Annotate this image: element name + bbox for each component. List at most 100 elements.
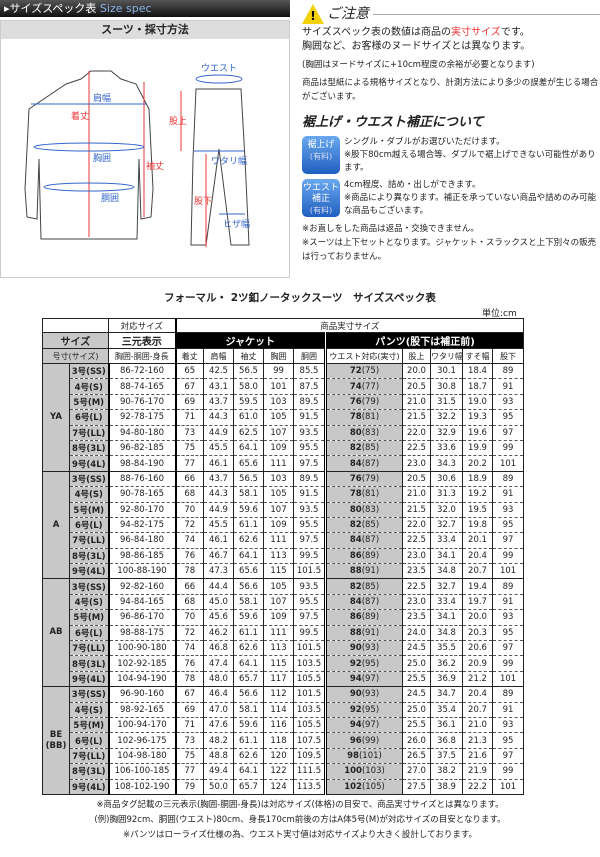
waist-value: 88 <box>349 627 362 638</box>
jacket-value: 101.5 <box>293 640 326 657</box>
pants-value: 25.0 <box>402 655 431 672</box>
pants-value: 20.1 <box>462 532 493 549</box>
waist-cell: 88(91) <box>324 563 403 580</box>
note-text: 4cm程度、詰め・出しができます。 <box>344 180 481 190</box>
section-header: ▸サイズスペック表 Size spec <box>0 0 290 17</box>
waist-cell: 100(103) <box>324 763 403 780</box>
jacket-value: 107.5 <box>293 732 326 749</box>
table-row: 7号(LL) 100-90-180 74 46.8 62.6 113 101.5 90(93)… <box>43 640 525 657</box>
header-actual: 商品実寸サイズ <box>174 318 525 333</box>
table-row: 4号(S) 98-92-165 69 47.0 58.1 114 103.5 92(95) 25… <box>43 701 525 718</box>
waist-value: 90 <box>349 689 362 700</box>
pants-value: 19.0 <box>462 393 493 411</box>
pants-value: 34.8 <box>430 563 463 580</box>
jacket-value: 73 <box>175 732 204 749</box>
footnote: ※パンツはローライズ仕様の為、ウエスト実寸値は対応サイズより大きく設計しておりま… <box>122 830 477 840</box>
waist-cell: 84(87) <box>324 455 403 472</box>
sangen-cell: 104-94-190 <box>108 670 177 688</box>
pants-value: 95 <box>491 624 525 642</box>
jacket-value: 46.2 <box>203 624 234 642</box>
pants-value: 21.9 <box>462 763 493 780</box>
pants-value: 22.0 <box>402 516 431 534</box>
waist-actual: (93) <box>361 689 380 700</box>
size-cell: 3号(SS) <box>69 686 110 703</box>
jacket-value: 61.1 <box>233 516 264 534</box>
waist-actual: (97) <box>361 720 380 731</box>
column-header: ウエスト対応(実寸) <box>324 348 403 364</box>
jacket-value: 44.9 <box>203 424 234 441</box>
jacket-value: 62.6 <box>233 640 264 657</box>
jacket-value: 44.4 <box>203 578 234 595</box>
footnote: ※商品タグ記載の三元表示(胸囲-胴囲-身長)は対応サイズ(体格)の目安で、商品実… <box>96 800 504 810</box>
pants-value: 101 <box>491 455 525 472</box>
jacket-value: 105.5 <box>293 716 326 734</box>
waist-value: 100 <box>344 766 362 777</box>
waist-value: 90 <box>349 643 362 654</box>
pants-value: 20.2 <box>462 455 493 472</box>
jacket-value: 61.1 <box>233 624 264 642</box>
pants-value: 35.5 <box>430 640 463 657</box>
jacket-value: 67 <box>175 378 204 395</box>
column-header: 袖丈 <box>233 348 264 364</box>
waist-cell: 80(83) <box>324 501 403 518</box>
pants-value: 23.0 <box>402 593 431 611</box>
pants-value: 24.5 <box>402 686 431 703</box>
jacket-value: 97.5 <box>293 609 326 626</box>
pants-value: 93 <box>491 716 525 734</box>
pants-value: 91 <box>491 378 525 395</box>
waist-cell: 98(101) <box>324 747 403 765</box>
sangen-cell: 96-90-160 <box>108 686 177 703</box>
waist-actual: (97) <box>361 674 380 684</box>
pants-value: 20.6 <box>462 640 493 657</box>
jacket-value: 66 <box>175 578 204 595</box>
waist-value: 84 <box>349 535 362 546</box>
jacket-value: 113 <box>263 640 294 657</box>
pants-value: 36.1 <box>430 716 463 734</box>
jacket-value: 105 <box>263 578 294 595</box>
pants-value: 97 <box>491 640 525 657</box>
pants-value: 19.5 <box>462 501 493 518</box>
waist-value: 94 <box>349 720 362 731</box>
jacket-value: 105.5 <box>293 670 326 688</box>
note-text: ※スーツは上下セットとなります。ジャケット・スラックスと上下別々の販売は行ってお… <box>302 238 597 262</box>
pants-value: 95 <box>491 409 525 426</box>
pants-value: 22.5 <box>402 532 431 549</box>
jacket-value: 99.5 <box>293 547 326 565</box>
header-size: サイズ <box>42 332 109 349</box>
sangen-cell: 104-98-180 <box>108 747 177 765</box>
size-cell: 3号(SS) <box>69 362 110 380</box>
waist-actual: (77) <box>361 381 380 392</box>
waist-value: 88 <box>349 566 362 577</box>
caution-notes: ! ご注意 サイズスペック表の数値は商品の実寸サイズです。 胸囲など、お客様のヌー… <box>302 2 600 264</box>
note-text: ※商品により異なります。補正を承っていない商品や詰めのみ可能な商品もございます。 <box>344 193 597 216</box>
pants-value: 36.9 <box>430 670 463 688</box>
pants-value: 37.5 <box>430 747 463 765</box>
body-type-cell: YA <box>42 363 70 472</box>
pants-value: 21.0 <box>402 393 431 411</box>
size-cell: 5号(M) <box>69 393 110 411</box>
jacket-value: 67 <box>175 686 204 703</box>
waist-cell: 84(87) <box>324 532 403 549</box>
size-cell: 8号(3L) <box>69 655 110 672</box>
waist-actual: (87) <box>361 597 380 608</box>
pants-value: 25.5 <box>402 716 431 734</box>
size-cell: 9号(4L) <box>69 670 110 688</box>
waist-value: 86 <box>349 550 362 561</box>
waist-cell: 92(95) <box>324 701 403 718</box>
pants-value: 34.1 <box>430 547 463 565</box>
pants-value: 27.5 <box>402 778 431 795</box>
pants-value: 21.5 <box>402 409 431 426</box>
sangen-cell: 92-82-160 <box>108 578 177 595</box>
pants-value: 21.6 <box>462 747 493 765</box>
badge-label: ウエスト補正 <box>302 183 339 204</box>
pants-value: 99 <box>491 439 525 457</box>
jacket-value: 70 <box>175 501 204 518</box>
jacket-value: 77 <box>175 455 204 472</box>
jacket-value: 113 <box>263 547 294 565</box>
waist-actual: (101) <box>358 750 382 761</box>
column-header: 胸囲 <box>263 348 294 364</box>
table-row: AB 3号(SS) 92-82-160 66 44.4 56.6 105 93.5 82(85)… <box>42 578 525 688</box>
jacket-value: 66 <box>175 470 204 488</box>
waist-value: 84 <box>349 597 362 608</box>
measurement-diagram-panel: スーツ・採寸方法 着丈 袖丈 股上 股下 肩幅 胸囲 胴囲 ウエスト ワタリ幅 … <box>0 20 290 278</box>
